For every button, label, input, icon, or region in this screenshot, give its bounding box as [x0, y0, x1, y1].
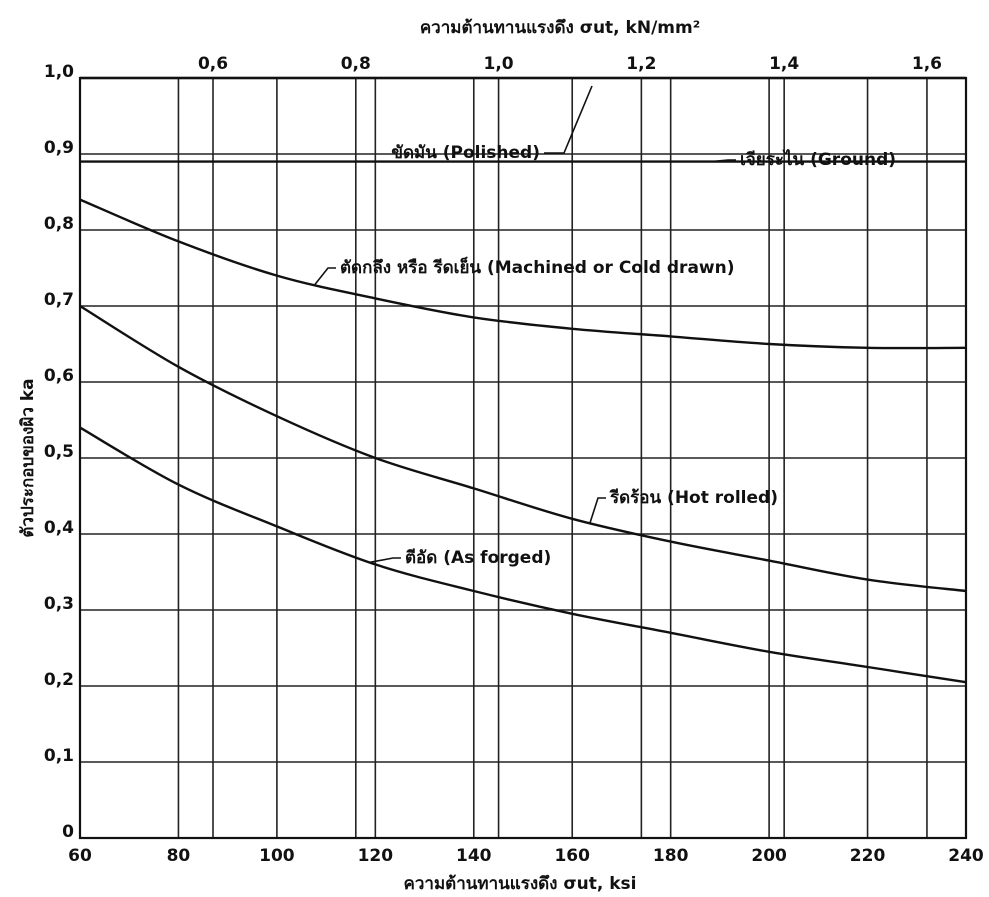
series-label: รีดร้อน (Hot rolled) — [609, 487, 778, 508]
x2-tick-label: 1,2 — [626, 54, 656, 74]
x-tick-label: 60 — [68, 846, 92, 866]
x-tick-label: 120 — [358, 846, 394, 866]
leader-line — [544, 85, 593, 154]
x2-tick-label: 0,8 — [341, 54, 371, 74]
series-line — [79, 426, 967, 684]
series-line — [79, 304, 967, 593]
y-tick-label: 0,8 — [44, 214, 74, 234]
x2-axis-title: ความต้านทานแรงดึง σut, kN/mm² — [420, 18, 700, 38]
x2-tick-label: 0,6 — [198, 54, 228, 74]
y-tick-label: 0,7 — [44, 290, 74, 310]
y-tick-label: 0,4 — [44, 518, 74, 538]
x-tick-label: 160 — [554, 846, 590, 866]
leader-line — [314, 267, 336, 285]
series-line — [79, 198, 967, 350]
x-tick-label: 200 — [751, 846, 787, 866]
series-label: ขัดมัน (Polished) — [391, 143, 540, 163]
y-tick-label: 0,1 — [44, 746, 74, 766]
x-tick-label: 80 — [167, 846, 191, 866]
y-tick-label: 0,6 — [44, 366, 74, 386]
x2-tick-label: 1,6 — [912, 54, 942, 74]
leader-line — [711, 159, 736, 163]
x2-tick-label: 1,0 — [484, 54, 514, 74]
y-tick-label: 0,5 — [44, 442, 74, 462]
x-tick-label: 140 — [456, 846, 492, 866]
x-tick-label: 100 — [259, 846, 295, 866]
y-tick-label: 0,3 — [44, 594, 74, 614]
x-axis-title: ความต้านทานแรงดึง σut, ksi — [404, 874, 637, 894]
series-label: ตัดกลึง หรือ รีดเย็น (Machined or Cold d… — [340, 255, 735, 278]
y-axis-title: ตัวประกอบของผิว ka — [18, 378, 38, 537]
y-tick-label: 0 — [62, 822, 74, 842]
series-label: ตีอัด (As forged) — [405, 547, 551, 568]
y-tick-label: 0,9 — [44, 138, 74, 158]
x-tick-label: 240 — [948, 846, 984, 866]
y-tick-label: 0,2 — [44, 670, 74, 690]
x-tick-label: 220 — [850, 846, 886, 866]
y-tick-label: 1,0 — [44, 62, 74, 82]
x2-tick-label: 1,4 — [769, 54, 799, 74]
series-label: เจียระไน (Ground) — [740, 149, 896, 170]
x-tick-label: 180 — [653, 846, 689, 866]
leader-line — [369, 557, 401, 564]
leader-line — [589, 497, 606, 524]
